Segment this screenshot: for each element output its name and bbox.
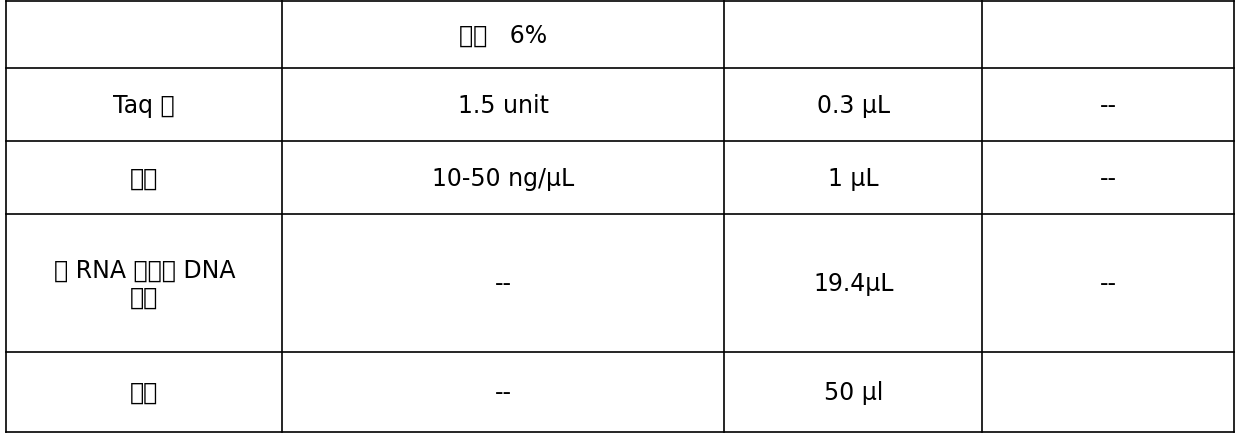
Text: --: -- [1100, 166, 1116, 190]
Text: --: -- [495, 272, 512, 296]
Text: 10-50 ng/μL: 10-50 ng/μL [433, 166, 574, 190]
Text: 甘油   6%: 甘油 6% [459, 23, 547, 47]
Text: --: -- [495, 380, 512, 404]
Text: 19.4μL: 19.4μL [813, 272, 894, 296]
Text: 50 μl: 50 μl [823, 380, 883, 404]
Text: 总计: 总计 [130, 380, 159, 404]
Text: --: -- [1100, 272, 1116, 296]
Text: 1 μL: 1 μL [828, 166, 879, 190]
Text: --: -- [1100, 93, 1116, 117]
Text: 0.3 μL: 0.3 μL [817, 93, 890, 117]
Text: 无 RNA 酶、无 DNA
酶水: 无 RNA 酶、无 DNA 酶水 [53, 258, 236, 309]
Text: 模板: 模板 [130, 166, 159, 190]
Text: 1.5 unit: 1.5 unit [458, 93, 549, 117]
Text: Taq 酶: Taq 酶 [114, 93, 175, 117]
